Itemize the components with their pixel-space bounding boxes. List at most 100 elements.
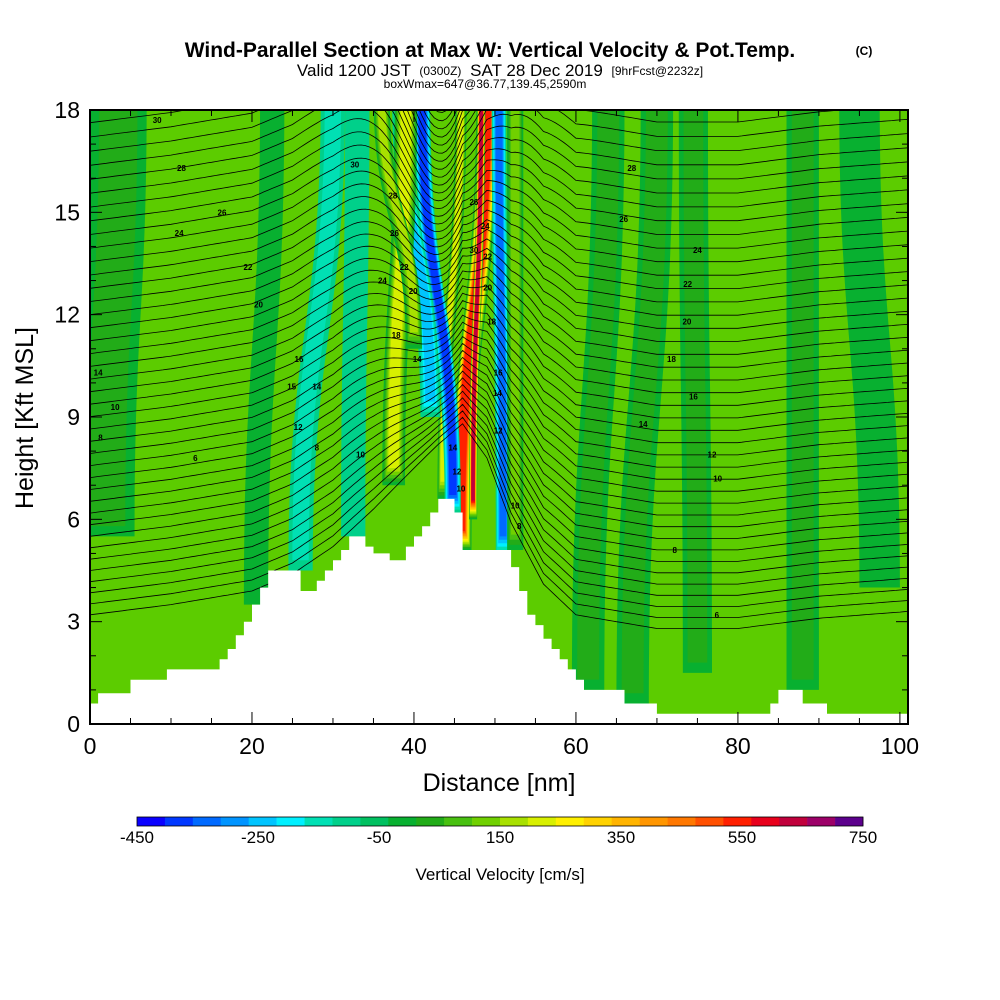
w-band-7-4 (377, 110, 418, 333)
theta-label-41: 22 (683, 280, 692, 289)
y-tick-label-2: 6 (67, 506, 80, 532)
colorbar-swatch-13 (500, 817, 529, 826)
colorbar-tick-label-1: -250 (241, 828, 275, 847)
theta-label-44: 16 (689, 393, 698, 402)
colorbar-swatch-24 (807, 817, 836, 826)
colorbar-swatch-0 (137, 817, 166, 826)
theta-label-28: 20 (483, 283, 492, 292)
theta-contour-5 (90, 390, 908, 574)
theta-contour-1 (90, 416, 908, 618)
theta-label-47: 10 (713, 474, 722, 483)
x-tick-label-5: 100 (881, 733, 919, 759)
colorbar-tick-label-4: 350 (607, 828, 635, 847)
theta-contour-14 (90, 328, 908, 468)
y-tick-label-6: 18 (54, 97, 80, 123)
theta-contour-31 (90, 157, 908, 249)
y-tick-label-4: 12 (54, 302, 80, 328)
theta-contour-25 (90, 233, 908, 329)
theta-contour-17 (90, 307, 908, 431)
theta-label-4: 22 (243, 263, 252, 272)
theta-contour-10 (90, 356, 908, 516)
theta-label-29: 18 (487, 318, 496, 327)
colorbar-tick-label-6: 750 (849, 828, 877, 847)
colorbar-swatch-15 (555, 817, 585, 826)
theta-contour-2 (90, 410, 908, 607)
colorbar-tick-label-3: 150 (486, 828, 514, 847)
theta-contour-27 (90, 208, 908, 303)
theta-label-7: 10 (111, 403, 120, 412)
colorbar-tick-label-2: -50 (367, 828, 392, 847)
copyright-mark: (C) (856, 44, 873, 58)
theta-label-32: 12 (494, 427, 503, 436)
theta-label-49: 6 (715, 611, 720, 620)
theta-contour-16 (90, 314, 908, 444)
w-band-8-3 (511, 110, 520, 535)
theta-label-19: 15 (287, 382, 296, 391)
chart-title: Wind-Parallel Section at Max W: Vertical… (185, 39, 796, 62)
x-tick-label-4: 80 (725, 733, 751, 759)
theta-label-21: 12 (294, 423, 303, 432)
y-tick-label-0: 0 (67, 711, 80, 737)
theta-label-8: 8 (98, 434, 103, 443)
theta-label-36: 10 (511, 502, 520, 511)
w-band-1-14 (471, 110, 483, 501)
theta-label-1: 28 (177, 164, 186, 173)
theta-label-40: 24 (693, 246, 702, 255)
chart-subtitle: Valid 1200 JST (0300Z) SAT 28 Dec 2019 [… (297, 60, 703, 80)
colorbar-tick-label-5: 550 (728, 828, 756, 847)
box-info: boxWmax=647@36.77,139.45,2590m (384, 77, 587, 91)
colorbar-swatch-3 (220, 817, 249, 826)
theta-label-9: 6 (193, 454, 198, 463)
colorbar-swatch-9 (388, 817, 417, 826)
theta-contour-21 (90, 276, 908, 381)
theta-contour-32 (90, 144, 908, 235)
theta-contour-40 (406, 110, 848, 162)
colorbar-swatch-25 (835, 817, 864, 826)
theta-label-11: 28 (388, 191, 397, 200)
theta-label-14: 24 (378, 277, 387, 286)
x-tick-label-0: 0 (84, 733, 97, 759)
w-band-3-6 (418, 110, 457, 495)
theta-contour-23 (90, 257, 908, 355)
colorbar-frame (136, 816, 864, 827)
theta-label-15: 20 (409, 287, 418, 296)
theta-contour-28 (90, 196, 908, 289)
theta-label-6: 14 (94, 369, 103, 378)
theta-label-38: 28 (627, 164, 636, 173)
w-band-16-1 (791, 110, 814, 680)
w-band-14-1 (621, 110, 668, 694)
theta-label-31: 14 (493, 389, 502, 398)
theta-label-13: 22 (400, 263, 409, 272)
theta-label-39: 26 (619, 215, 628, 224)
colorbar-swatch-17 (611, 817, 640, 826)
theta-label-5: 20 (254, 300, 263, 309)
theta-contour-30 (90, 170, 908, 263)
theta-contour-38 (90, 110, 908, 178)
colorbar-swatch-22 (751, 817, 780, 826)
theta-label-43: 18 (667, 355, 676, 364)
theta-label-35: 10 (456, 485, 465, 494)
theta-label-16: 18 (392, 331, 401, 340)
w-band-9-0 (341, 110, 370, 537)
theta-contour-8 (90, 370, 908, 539)
theta-label-27: 22 (483, 253, 492, 262)
theta-label-10: 30 (350, 161, 359, 170)
terrain (90, 498, 908, 724)
theta-label-26: 30 (469, 246, 478, 255)
theta-contour-39 (90, 110, 908, 170)
theta-contour-0 (90, 423, 908, 629)
theta-label-25: 24 (481, 222, 490, 231)
colorbar-swatch-11 (444, 817, 473, 826)
theta-contour-3 (90, 403, 908, 596)
theta-contour-7 (90, 377, 908, 551)
colorbar-swatch-5 (276, 817, 305, 826)
theta-contour-34 (90, 118, 908, 210)
colorbar-swatch-20 (695, 817, 724, 826)
colorbar-swatch-18 (639, 817, 668, 826)
w-band-11-0 (243, 110, 285, 605)
theta-contour-6 (90, 384, 908, 562)
theta-label-3: 24 (175, 229, 184, 238)
colorbar-label: Vertical Velocity [cm/s] (415, 865, 584, 884)
colorbar-swatch-2 (192, 817, 222, 826)
w-band-12-1 (90, 110, 138, 527)
